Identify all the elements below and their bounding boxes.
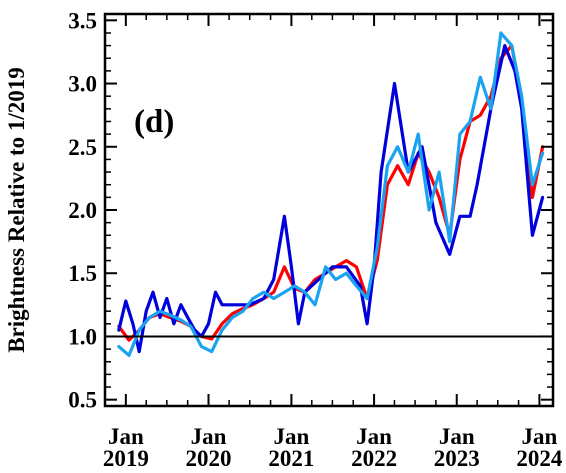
x-tick-label-month: Jan: [439, 424, 475, 449]
y-tick-label: 3.5: [68, 8, 97, 33]
x-tick-label-year: 2019: [103, 446, 149, 471]
x-tick-label-year: 2020: [186, 446, 232, 471]
x-tick-label-year: 2024: [516, 446, 563, 471]
plot-frame: [103, 12, 555, 408]
x-tick-label-month: Jan: [522, 424, 558, 449]
series-line-2: [117, 44, 545, 354]
y-tick-label: 3.0: [68, 72, 97, 97]
y-tick-label: 2.5: [68, 135, 97, 160]
y-tick-label: 0.5: [68, 388, 97, 413]
panel-label: (d): [134, 104, 174, 140]
x-tick-label-month: Jan: [356, 424, 392, 449]
y-tick-label: 1.5: [68, 261, 97, 286]
y-tick-label: 2.0: [68, 198, 97, 223]
x-tick-label-year: 2021: [268, 446, 314, 471]
y-axis-label: Brightness Relative to 1/2019: [4, 67, 29, 353]
x-tick-label-month: Jan: [108, 424, 144, 449]
axes-layer: 0.51.01.52.02.53.03.5Jan2019Jan2020Jan20…: [68, 8, 563, 471]
y-tick-label: 1.0: [68, 324, 97, 349]
x-tick-label-year: 2023: [434, 446, 480, 471]
series-layer: [117, 31, 545, 357]
x-tick-label-year: 2022: [351, 446, 397, 471]
x-tick-label-month: Jan: [274, 424, 310, 449]
series-line-3: [117, 31, 545, 357]
x-tick-label-month: Jan: [191, 424, 227, 449]
